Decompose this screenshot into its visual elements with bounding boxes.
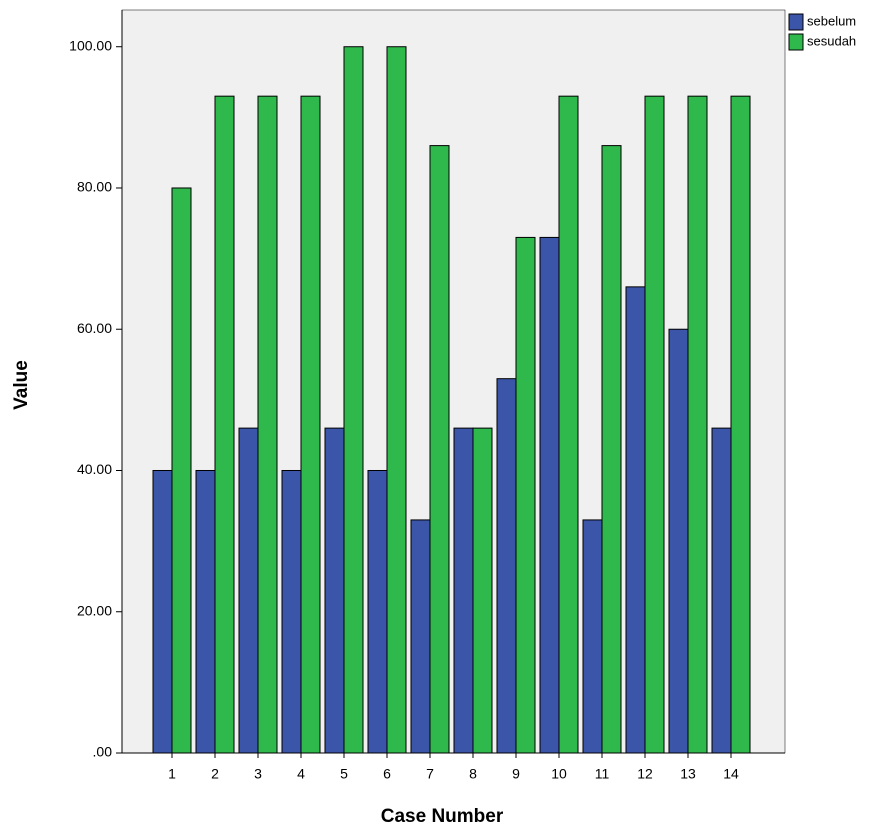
bar: [152, 469, 173, 754]
bar: [300, 95, 321, 754]
bar: [472, 427, 493, 754]
bar: [539, 236, 560, 754]
legend-swatch: [788, 33, 804, 51]
y-axis-title: Value: [11, 360, 32, 410]
bar: [195, 469, 216, 754]
bar: [238, 427, 259, 754]
x-tick-label: 6: [383, 766, 391, 782]
x-tick-label: 8: [469, 766, 477, 782]
bar: [214, 95, 235, 754]
bar: [730, 95, 751, 754]
bar: [429, 145, 450, 754]
x-tick-label: 3: [254, 766, 262, 782]
bar: [410, 519, 431, 754]
bar: [343, 46, 364, 754]
bar: [496, 378, 517, 754]
bar: [625, 286, 646, 754]
y-tick-label: .00: [93, 744, 113, 760]
bar: [171, 187, 192, 754]
y-tick-label: 40.00: [77, 461, 112, 477]
bar: [644, 95, 665, 754]
x-tick-label: 13: [680, 766, 696, 782]
bar: [668, 328, 689, 754]
bar: [324, 427, 345, 754]
legend-label: sesudah: [807, 33, 856, 48]
bar: [558, 95, 579, 754]
x-tick-label: 7: [426, 766, 434, 782]
x-tick-label: 2: [211, 766, 219, 782]
x-tick-label: 5: [340, 766, 348, 782]
bar: [601, 145, 622, 754]
legend-label: sebelum: [807, 13, 856, 28]
legend-swatch: [788, 13, 804, 31]
bar: [515, 236, 536, 754]
bar: [257, 95, 278, 754]
x-tick-label: 4: [297, 766, 305, 782]
y-tick-label: 100.00: [69, 37, 112, 53]
bar: [386, 46, 407, 754]
bar: [687, 95, 708, 754]
y-tick-label: 20.00: [77, 602, 112, 618]
bar: [582, 519, 603, 754]
y-tick-label: 60.00: [77, 320, 112, 336]
x-tick-label: 11: [595, 766, 610, 782]
x-axis-title: Case Number: [381, 806, 504, 827]
bar: [367, 469, 388, 754]
x-tick-label: 12: [637, 766, 653, 782]
bar: [281, 469, 302, 754]
bar: [453, 427, 474, 754]
x-tick-label: 14: [723, 766, 739, 782]
y-tick-label: 80.00: [77, 179, 112, 195]
x-tick-label: 10: [551, 766, 567, 782]
x-tick-label: 1: [168, 766, 176, 782]
x-tick-label: 9: [512, 766, 520, 782]
bar: [711, 427, 732, 754]
